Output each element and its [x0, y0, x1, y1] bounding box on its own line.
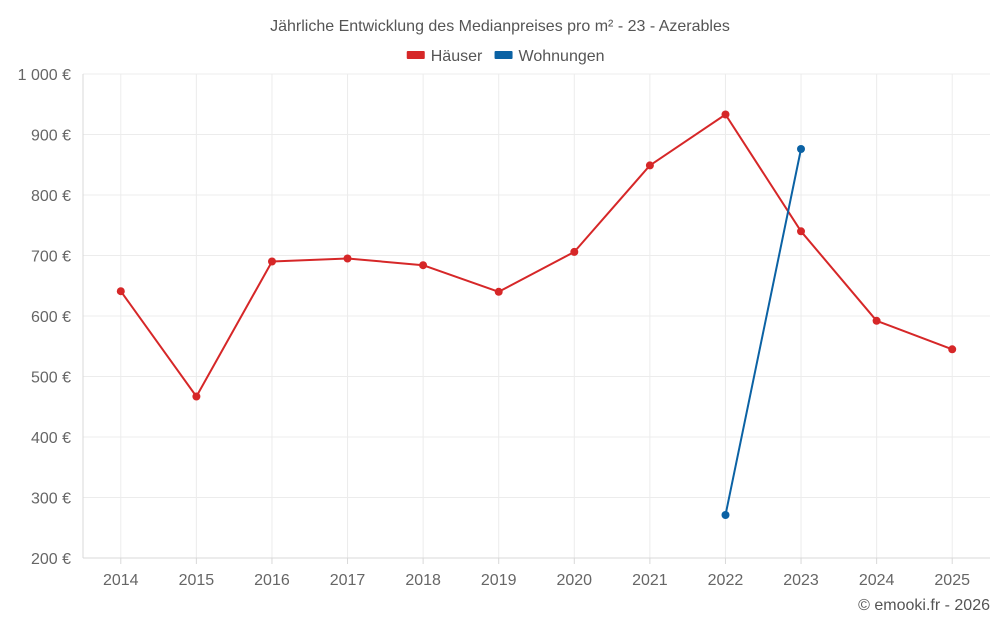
data-point[interactable] — [419, 261, 428, 270]
data-point[interactable] — [721, 511, 730, 519]
data-point[interactable] — [192, 392, 201, 401]
y-tick-label: 1 000 € — [18, 67, 71, 84]
grid — [83, 73, 990, 558]
data-point[interactable] — [872, 316, 881, 325]
data-point[interactable] — [797, 227, 805, 236]
x-tick-label: 2017 — [330, 572, 366, 589]
y-tick-label: 400 € — [31, 430, 71, 447]
x-tick-label: 2025 — [934, 572, 970, 589]
data-point[interactable] — [570, 247, 579, 256]
data-point[interactable] — [494, 287, 503, 296]
data-point[interactable] — [343, 254, 352, 263]
y-tick-label: 200 € — [31, 551, 71, 568]
legend-item[interactable]: Häuser — [406, 48, 483, 65]
x-tick-label: 2022 — [708, 572, 744, 589]
x-tick-label: 2018 — [405, 572, 441, 589]
series-line — [119, 113, 953, 398]
x-tick-label: 2019 — [481, 572, 517, 589]
legend-label: Wohnungen — [519, 48, 605, 65]
x-tick-label: 2021 — [632, 572, 668, 589]
y-tick-label: 300 € — [31, 491, 71, 508]
data-point[interactable] — [116, 287, 125, 296]
x-tick-label: 2015 — [179, 572, 215, 589]
y-tick-label: 900 € — [31, 128, 71, 145]
y-tick-label: 500 € — [31, 370, 71, 387]
legend: Häuser Wohnungen — [406, 48, 605, 65]
credit-text: © emooki.fr - 2026 — [858, 597, 990, 614]
y-tick-label: 700 € — [31, 249, 71, 266]
axes — [82, 74, 990, 564]
data-point[interactable] — [721, 110, 730, 119]
series-line — [724, 148, 802, 516]
x-tick-label: 2024 — [859, 572, 895, 589]
y-axis-ticks: 200 € 300 € 400 € 500 € 600 € 700 € 800 € 900 €… — [18, 67, 71, 568]
y-tick-label: 800 € — [31, 188, 71, 205]
legend-swatch — [406, 51, 425, 59]
legend-label: Häuser — [431, 48, 483, 65]
x-tick-label: 2020 — [556, 572, 592, 589]
data-point[interactable] — [948, 345, 957, 354]
x-tick-label: 2016 — [254, 572, 290, 589]
legend-swatch — [494, 51, 513, 59]
x-axis-ticks: 2014 2015 2016 2017 2018 2019 2020 2021 2022 2023… — [103, 572, 970, 589]
y-tick-label: 600 € — [31, 309, 71, 326]
legend-item[interactable]: Wohnungen — [494, 48, 605, 65]
series-layer — [116, 110, 957, 519]
data-point[interactable] — [268, 257, 276, 266]
chart-title: Jährliche Entwicklung des Medianpreises … — [270, 18, 730, 35]
x-tick-label: 2014 — [103, 572, 139, 589]
x-tick-label: 2023 — [783, 572, 819, 589]
data-point[interactable] — [645, 161, 654, 170]
data-point[interactable] — [797, 145, 805, 153]
